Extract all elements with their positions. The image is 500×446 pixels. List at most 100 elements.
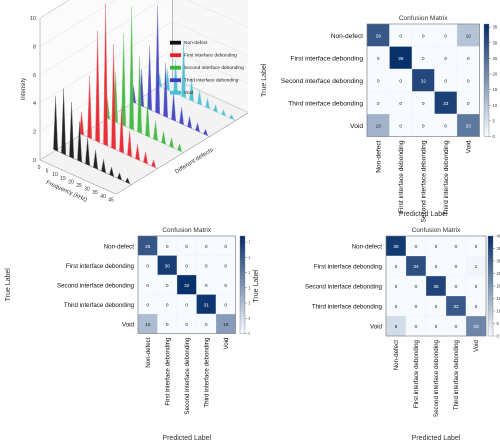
- colorbar-step: [488, 326, 493, 329]
- colorbar-step: [488, 321, 493, 324]
- colorbar-step: [488, 318, 493, 322]
- cell-value: 10: [466, 33, 472, 39]
- colorbar-tick-label: 30: [497, 259, 500, 264]
- colorbar-step: [240, 331, 245, 334]
- spectrum-peak: [137, 56, 143, 135]
- spectrum-peak: [205, 98, 211, 110]
- z-tick-label: 10: [30, 16, 36, 22]
- colorbar-step: [240, 279, 245, 283]
- matrix-cells: 29 0 0 0 10 0 36 0 0 0 0 0 32 0 0 0 0 0 33 0 13 0 0 0 23: [366, 23, 480, 137]
- colorbar-step: [484, 69, 489, 73]
- cell-value: 0: [377, 56, 380, 62]
- matrix-title: Confusion Matrix: [162, 227, 212, 234]
- spectrum-peak: [61, 88, 67, 156]
- spectrum-peak: [117, 172, 123, 181]
- cell-value: 10: [145, 322, 151, 328]
- colorbar-step: [488, 308, 493, 312]
- spectrum-peak: [101, 159, 107, 174]
- colorbar-step: [240, 238, 245, 242]
- colorbar-step: [240, 277, 245, 281]
- cell-value: 0: [146, 263, 149, 269]
- row-label: Second interface debonding: [305, 284, 383, 291]
- colorbar-step: [484, 85, 489, 90]
- spectrum-peak: [79, 111, 85, 136]
- colorbar-step: [488, 323, 493, 327]
- spectrum-peak: [161, 130, 167, 145]
- cell-value: 23: [466, 123, 472, 129]
- colorbar-step: [488, 238, 493, 242]
- colorbar-tick-label: 15: [249, 285, 251, 290]
- colorbar-step: [484, 74, 489, 78]
- cell-value: 0: [415, 324, 418, 330]
- colorbar-tick-label: 20: [493, 72, 498, 77]
- colorbar-step: [484, 66, 489, 70]
- confusion-matrix-2: Confusion Matrix 26 0 0 0 0 0 30 0 0 0 0 0 32 0 0 0 0 0 31 0…: [5, 227, 251, 442]
- colorbar: 0 5 10 15 20 25 30: [239, 235, 251, 336]
- colorbar-step: [488, 288, 493, 292]
- cell-value: 0: [467, 56, 470, 62]
- colorbar-step: [240, 309, 245, 312]
- colorbar-step: [484, 80, 489, 84]
- z-tick-label: 0: [33, 158, 36, 164]
- spectrum-peak: [53, 96, 59, 152]
- colorbar-tick-label: 0: [493, 134, 496, 139]
- colorbar-step: [240, 257, 245, 261]
- colorbar-step: [240, 260, 245, 264]
- x-tick-label: 5: [46, 169, 49, 175]
- colorbar-step: [240, 314, 245, 317]
- cell-value: 36: [433, 284, 439, 290]
- colorbar-step: [240, 289, 245, 293]
- matrix-frame: [137, 235, 236, 334]
- x-tick-label: 0: [38, 165, 41, 171]
- cell-value: 0: [185, 322, 188, 328]
- colorbar-step: [484, 35, 489, 39]
- colorbar-step: [240, 236, 245, 239]
- cell-value: 23: [473, 324, 479, 330]
- spectrum-peak: [95, 30, 101, 143]
- cell-value: 0: [166, 322, 169, 328]
- cell-value: 0: [455, 244, 458, 250]
- colorbar-step: [484, 46, 489, 50]
- x-tick-label: 45: [108, 197, 114, 203]
- column-label: First interface debonding: [398, 140, 405, 213]
- colorbar-step: [240, 275, 245, 278]
- cell-value: 0: [435, 264, 438, 270]
- cell-value: 0: [475, 304, 478, 310]
- colorbar-step: [488, 331, 493, 334]
- row-label: Non-defect: [331, 33, 363, 40]
- row-label: Non-defect: [352, 244, 383, 251]
- colorbar-step: [484, 26, 489, 31]
- x-tick-label: 20: [68, 179, 74, 185]
- x-axis-label: Predicted Label: [399, 211, 448, 218]
- z-axis-label: Intensity: [21, 78, 27, 100]
- colorbar-step: [488, 283, 493, 287]
- colorbar-step: [484, 108, 489, 112]
- spectrum-peak: [197, 90, 203, 106]
- colorbar-step: [240, 296, 245, 300]
- colorbar-step: [240, 304, 245, 308]
- colorbar-step: [484, 24, 489, 28]
- colorbar-step: [488, 293, 493, 297]
- colorbar-tick-label: 25: [497, 271, 500, 276]
- row-label: Second interface debonding: [57, 282, 135, 289]
- series-non-defect: [53, 88, 132, 185]
- spectrum-peak: [109, 166, 115, 177]
- cell-value: 0: [444, 33, 447, 39]
- colorbar-step: [484, 116, 489, 121]
- cell-value: 33: [443, 101, 449, 107]
- cell-value: 32: [453, 304, 459, 310]
- colorbar-step: [484, 49, 489, 53]
- cell-value: 0: [415, 284, 418, 290]
- colorbar-step: [484, 57, 489, 61]
- x-axis-label: Predicted Label: [162, 435, 211, 442]
- colorbar-step: [484, 43, 489, 47]
- column-label: Non-defect: [375, 140, 382, 172]
- spectrum-peak: [111, 43, 117, 151]
- legend-swatch: [170, 65, 181, 70]
- row-label: Void: [370, 324, 383, 331]
- colorbar-step: [488, 251, 493, 254]
- colorbar-step: [240, 262, 245, 266]
- matrix-title: Confusion Matrix: [412, 227, 462, 234]
- colorbar-step: [488, 298, 493, 302]
